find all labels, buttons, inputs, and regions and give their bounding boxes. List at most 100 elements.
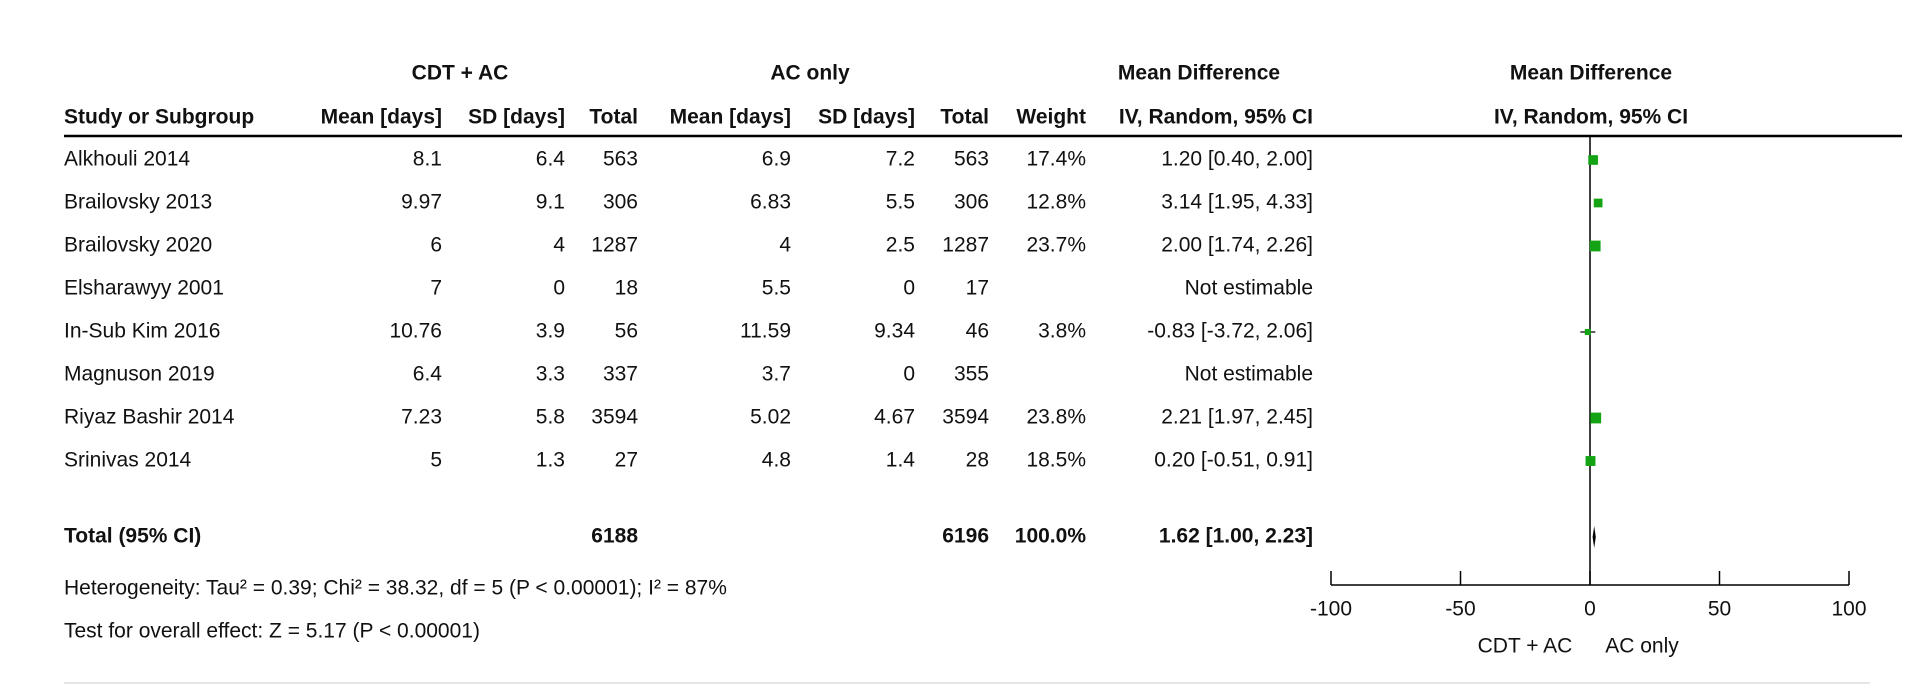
cell: 3.8% (1038, 320, 1086, 343)
cell: 306 (954, 191, 989, 214)
study-square (1588, 155, 1598, 165)
cell: 6.4 (413, 363, 443, 386)
heterogeneity: Heterogeneity: Tau² = 0.39; Chi² = 38.32… (64, 577, 727, 600)
cell: 355 (954, 363, 989, 386)
total-n: 6188 (591, 525, 638, 548)
cell: 5.5 (762, 277, 791, 300)
cell: 4 (553, 234, 565, 257)
x-tick-label: 100 (1831, 598, 1866, 621)
cell: 27 (615, 449, 638, 472)
total-diamond (1592, 526, 1596, 548)
cell: 3.3 (536, 363, 565, 386)
study-name: In-Sub Kim 2016 (64, 320, 220, 343)
study-name: Srinivas 2014 (64, 449, 192, 472)
cell: 28 (966, 449, 989, 472)
study-name: Magnuson 2019 (64, 363, 215, 386)
cell: 306 (603, 191, 638, 214)
cell: 3.9 (536, 320, 565, 343)
cell: 10.76 (389, 320, 442, 343)
cell: 9.1 (536, 191, 565, 214)
study-square (1585, 456, 1596, 466)
cell: 3.14 [1.95, 4.33] (1161, 191, 1313, 214)
cell: 18 (615, 277, 638, 300)
cell: 0.20 [-0.51, 0.91] (1154, 449, 1313, 472)
study-name: Riyaz Bashir 2014 (64, 406, 235, 429)
cell: 4 (779, 234, 791, 257)
cell: 1287 (591, 234, 638, 257)
column-header: SD [days] (818, 106, 915, 129)
cell: 23.8% (1026, 406, 1086, 429)
total-ci: 1.62 [1.00, 2.23] (1159, 525, 1313, 548)
cell: 5.02 (750, 406, 791, 429)
cell: 46 (966, 320, 989, 343)
group-header: Mean Difference (1118, 62, 1280, 85)
study-square (1593, 198, 1603, 208)
cell: -0.83 [-3.72, 2.06] (1147, 320, 1313, 343)
cell: 0 (903, 363, 915, 386)
study-name: Elsharawyy 2001 (64, 277, 224, 300)
cell: Not estimable (1185, 363, 1313, 386)
group-header: CDT + AC (412, 62, 509, 85)
cell: Not estimable (1185, 277, 1313, 300)
cell: 7 (430, 277, 442, 300)
group-header: Mean Difference (1510, 62, 1672, 85)
group-header: AC only (770, 62, 850, 85)
column-header: Weight (1016, 106, 1086, 129)
cell: 3594 (942, 406, 989, 429)
cell: 1.4 (886, 449, 916, 472)
total-label: Total (95% CI) (64, 525, 201, 548)
column-header: Study or Subgroup (64, 106, 254, 129)
cell: 56 (615, 320, 638, 343)
cell: 6.83 (750, 191, 791, 214)
cell: 9.34 (874, 320, 915, 343)
column-header: Total (940, 106, 989, 129)
total-n: 6196 (942, 525, 989, 548)
cell: 18.5% (1026, 449, 1086, 472)
column-header: Mean [days] (670, 106, 791, 129)
study-square (1589, 240, 1601, 252)
study-square (1584, 328, 1591, 336)
cell: 3594 (591, 406, 638, 429)
total-weight: 100.0% (1015, 525, 1087, 548)
cell: 2.5 (886, 234, 915, 257)
cell: 0 (903, 277, 915, 300)
cell: 3.7 (762, 363, 791, 386)
study-name: Brailovsky 2013 (64, 191, 212, 214)
x-tick-label: -50 (1445, 598, 1475, 621)
cell: 23.7% (1026, 234, 1086, 257)
x-tick-label: -100 (1310, 598, 1352, 621)
cell: 8.1 (413, 148, 442, 171)
column-header: SD [days] (468, 106, 565, 129)
cell: 17 (966, 277, 989, 300)
cell: 6 (430, 234, 442, 257)
cell: 11.59 (740, 320, 791, 343)
cell: 2.21 [1.97, 2.45] (1161, 406, 1313, 429)
cell: 12.8% (1026, 191, 1086, 214)
cell: 5 (430, 449, 442, 472)
column-header: Total (589, 106, 638, 129)
column-header: Mean [days] (321, 106, 442, 129)
column-header: IV, Random, 95% CI (1119, 106, 1313, 129)
cell: 5.8 (536, 406, 565, 429)
study-name: Brailovsky 2020 (64, 234, 212, 257)
cell: 17.4% (1026, 148, 1086, 171)
cell: 563 (954, 148, 989, 171)
cell: 1.20 [0.40, 2.00] (1161, 148, 1313, 171)
cell: 6.4 (536, 148, 566, 171)
favours-right: AC only (1605, 635, 1679, 658)
cell: 1287 (942, 234, 989, 257)
x-tick-label: 50 (1708, 598, 1731, 621)
cell: 1.3 (536, 449, 565, 472)
favours-left: CDT + AC (1478, 635, 1573, 658)
cell: 6.9 (762, 148, 791, 171)
column-header: IV, Random, 95% CI (1494, 106, 1688, 129)
cell: 4.67 (874, 406, 915, 429)
cell: 0 (553, 277, 565, 300)
x-tick-label: 0 (1584, 598, 1596, 621)
cell: 563 (603, 148, 638, 171)
cell: 2.00 [1.74, 2.26] (1161, 234, 1313, 257)
study-name: Alkhouli 2014 (64, 148, 190, 171)
cell: 7.2 (886, 148, 915, 171)
cell: 4.8 (762, 449, 791, 472)
